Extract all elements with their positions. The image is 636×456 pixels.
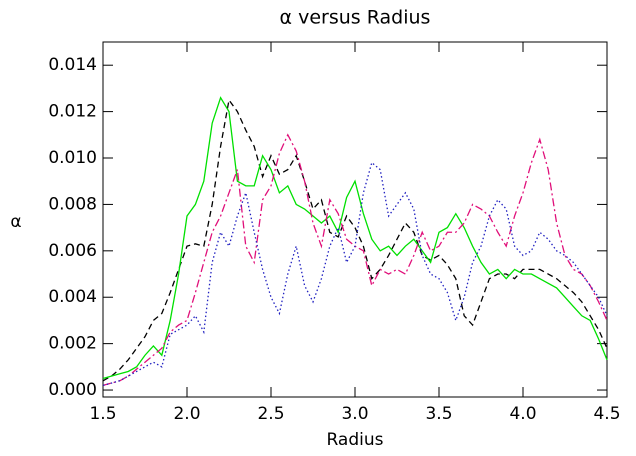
series-line	[102, 98, 608, 382]
y-tick-label: 0.002	[48, 334, 97, 354]
y-tick-label: 0.010	[48, 148, 97, 168]
series-line	[102, 96, 608, 380]
x-tick-label: 2.0	[173, 404, 200, 424]
x-axis-label: Radius	[326, 430, 383, 450]
y-tick-label: 0.004	[48, 287, 97, 307]
y-tick-label: 0.008	[48, 194, 97, 214]
series-line	[102, 161, 608, 387]
chart-title: α versus Radius	[280, 7, 431, 29]
y-tick-label: 0.006	[48, 241, 97, 261]
x-tick-label: 2.5	[257, 404, 284, 424]
y-tick-label: 0.014	[48, 55, 97, 75]
series-line	[102, 133, 608, 387]
y-tick-label: 0.000	[48, 380, 97, 400]
x-tick-label: 3.5	[425, 404, 452, 424]
y-tick-label: 0.012	[48, 102, 97, 122]
y-axis-label: α	[10, 212, 21, 232]
x-tick-label: 3.0	[341, 404, 368, 424]
x-tick-label: 1.5	[89, 404, 116, 424]
x-tick-label: 4.0	[509, 404, 536, 424]
plot-frame	[102, 41, 608, 398]
x-tick-label: 4.5	[593, 404, 620, 424]
